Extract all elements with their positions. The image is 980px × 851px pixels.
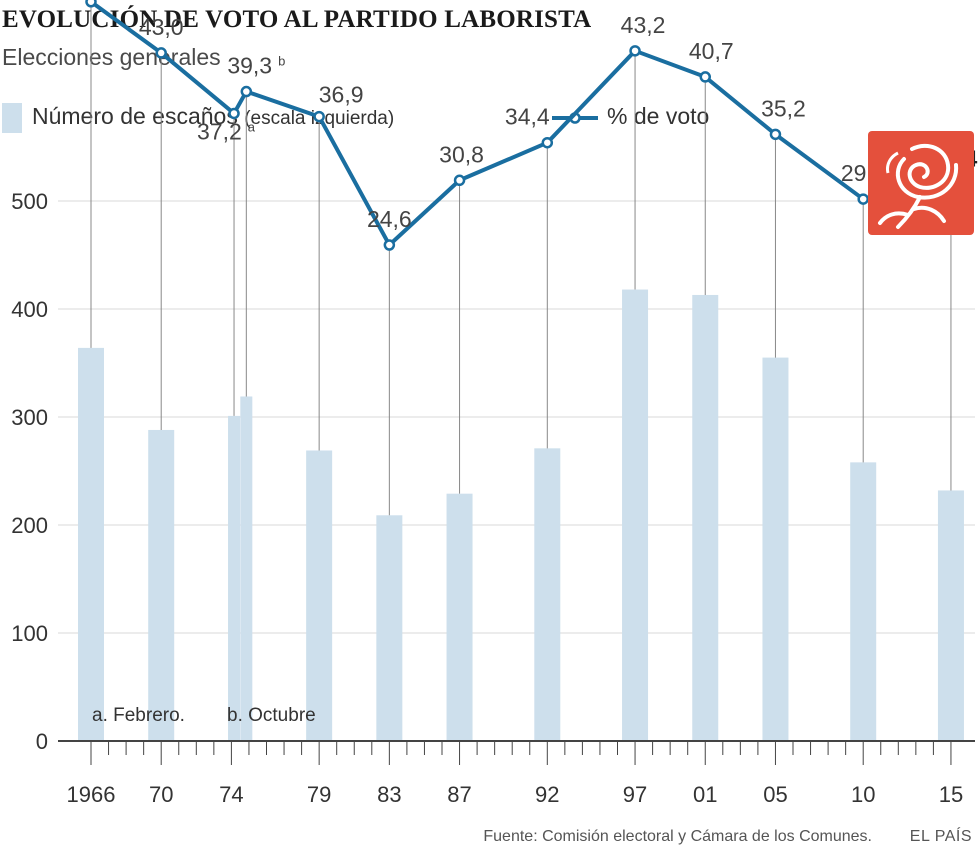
seat-bar xyxy=(306,450,333,741)
vote-point xyxy=(240,85,253,98)
seat-bar xyxy=(937,490,964,741)
publisher-brand: EL PAÍS xyxy=(909,828,972,845)
vote-point xyxy=(228,107,240,120)
chart-subtitle: Elecciones generales xyxy=(2,44,221,70)
y-tick-label: 200 xyxy=(11,513,48,538)
labour-rose-logo xyxy=(868,131,974,235)
footnote-label: b. Octubre xyxy=(227,705,316,726)
vote-point xyxy=(857,193,869,205)
vote-point xyxy=(453,174,466,187)
x-tick-label: 70 xyxy=(149,782,173,807)
vote-data-label: 43,2 xyxy=(621,12,666,38)
x-tick-label: 15 xyxy=(939,782,963,807)
seat-bar xyxy=(762,357,789,741)
vote-data-label: 30,8 xyxy=(439,141,484,167)
vote-data-label: 40,7 xyxy=(689,38,734,64)
x-tick-label: 05 xyxy=(763,782,787,807)
footnote-label: a. Febrero. xyxy=(92,705,185,726)
vote-point xyxy=(541,136,554,149)
vote-data-label: 35,2 xyxy=(761,95,806,121)
seat-bar xyxy=(850,462,877,741)
y-tick-label: 500 xyxy=(11,189,48,214)
legend-bars-text: Número de escaños xyxy=(32,103,238,129)
seat-bar xyxy=(534,448,561,741)
x-tick-label: 01 xyxy=(693,782,717,807)
seat-bar xyxy=(622,289,649,741)
vote-data-label: 39,3 b xyxy=(227,53,285,79)
x-tick-label: 10 xyxy=(851,782,875,807)
source-note: Fuente: Comisión electoral y Cámara de l… xyxy=(483,828,872,845)
vote-data-label: 24,6 xyxy=(367,206,412,232)
vote-data-label: 43,0 xyxy=(139,14,184,40)
seat-bar xyxy=(78,347,104,741)
x-tick-label: 83 xyxy=(377,782,401,807)
label-superscript: b xyxy=(278,54,285,69)
seat-bar xyxy=(376,515,403,741)
x-tick-label: 92 xyxy=(535,782,559,807)
x-tick-label: 97 xyxy=(623,782,647,807)
seat-bar xyxy=(446,493,473,741)
vote-point xyxy=(155,47,167,59)
vote-point xyxy=(85,0,97,8)
label-superscript: a xyxy=(248,119,256,134)
seat-bar xyxy=(240,396,253,741)
y-tick-label: 100 xyxy=(11,621,48,646)
vote-data-label: 36,9 xyxy=(319,82,364,108)
vote-point xyxy=(629,45,641,57)
x-tick-label: 87 xyxy=(447,782,471,807)
vote-point xyxy=(313,110,325,123)
legend-line-label: % de voto xyxy=(607,103,710,129)
x-tick-label: 74 xyxy=(219,782,243,807)
x-tick-label: 79 xyxy=(307,782,331,807)
legend-bars-label: Número de escaños (escala izquierda) xyxy=(32,103,394,130)
y-tick-label: 400 xyxy=(11,297,48,322)
y-tick-label: 300 xyxy=(11,405,48,430)
legend-bar-swatch xyxy=(2,103,22,133)
vote-data-label: 37,2 a xyxy=(197,118,256,144)
legend: Número de escaños (escala izquierda) % d… xyxy=(0,100,980,136)
vote-data-label: 34,4 xyxy=(505,104,550,130)
y-tick-label: 0 xyxy=(36,729,48,754)
seat-bar xyxy=(228,415,241,741)
vote-point xyxy=(769,128,782,141)
x-tick-label: 1966 xyxy=(67,782,116,807)
vote-point xyxy=(383,239,396,251)
seat-bar xyxy=(692,294,719,741)
vote-point xyxy=(699,71,711,83)
seat-bar xyxy=(148,429,175,741)
